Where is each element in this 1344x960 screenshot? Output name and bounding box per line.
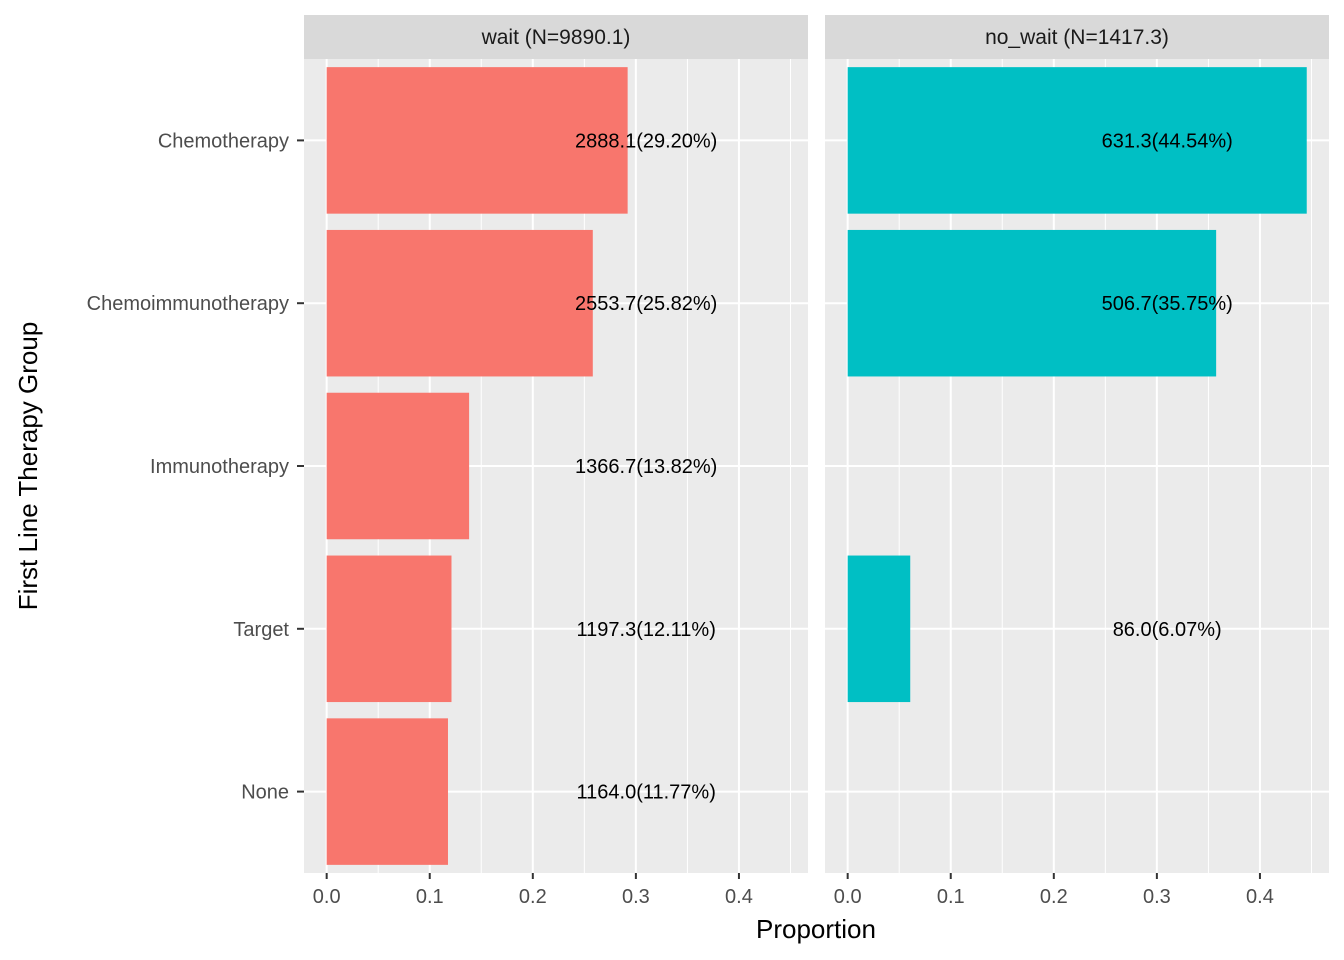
bar-value-label: 506.7(35.75%)	[1102, 293, 1233, 315]
x-tick-label: 0.0	[834, 886, 862, 908]
bar-none	[326, 718, 448, 865]
y-tick-label: Chemotherapy	[158, 130, 289, 152]
bar-value-label: 1366.7(13.82%)	[575, 456, 717, 478]
bar-target	[847, 555, 911, 703]
y-tick-label: Immunotherapy	[150, 456, 289, 478]
panel-1: wait (N=9890.1) 2888.1(29.20%) 2553.7(25.8…	[304, 15, 808, 908]
y-tick-label: Chemoimmunotherapy	[87, 293, 289, 315]
panel-2: no_wait (N=1417.3) 631.3(44.54%) 506.7(35.…	[825, 15, 1329, 908]
x-tick-label: 0.3	[1143, 886, 1171, 908]
x-tick-label: 0.4	[725, 886, 753, 908]
y-tick-label: None	[241, 782, 289, 804]
facet-strip-label: wait (N=9890.1)	[481, 26, 631, 49]
facet-strip-label: no_wait (N=1417.3)	[985, 26, 1169, 49]
bar-chemotherapy	[326, 67, 628, 214]
bar-value-label: 2553.7(25.82%)	[575, 293, 717, 315]
panels: wait (N=9890.1) 2888.1(29.20%) 2553.7(25.8…	[304, 15, 1329, 908]
bar-target	[326, 555, 452, 703]
bar-chemoimmunotherapy	[326, 229, 593, 377]
x-tick-label: 0.2	[519, 886, 547, 908]
bar-value-label: 2888.1(29.20%)	[575, 130, 717, 152]
bar-value-label: 1197.3(12.11%)	[577, 619, 716, 641]
x-tick-label: 0.4	[1246, 886, 1274, 908]
x-tick-label: 0.3	[622, 886, 650, 908]
bar-immunotherapy	[326, 392, 470, 540]
facet-strip	[825, 15, 1329, 59]
bar-value-label: 86.0(6.07%)	[1113, 619, 1222, 641]
bar-value-label: 1164.0(11.77%)	[577, 782, 716, 804]
y-axis: Chemotherapy Chemoimmunotherapy Immunother…	[87, 130, 304, 804]
x-tick-label: 0.0	[313, 886, 341, 908]
bar-value-label: 631.3(44.54%)	[1102, 130, 1233, 152]
bar-chemotherapy	[847, 67, 1307, 214]
x-tick-label: 0.1	[937, 886, 965, 908]
facet-strip	[304, 15, 808, 59]
x-tick-label: 0.2	[1040, 886, 1068, 908]
y-tick-label: Target	[233, 619, 289, 641]
x-axis-title: Proportion	[756, 914, 876, 944]
y-axis-title: First Line Therapy Group	[13, 322, 43, 611]
bar-chemoimmunotherapy	[847, 229, 1217, 377]
x-tick-label: 0.1	[416, 886, 444, 908]
